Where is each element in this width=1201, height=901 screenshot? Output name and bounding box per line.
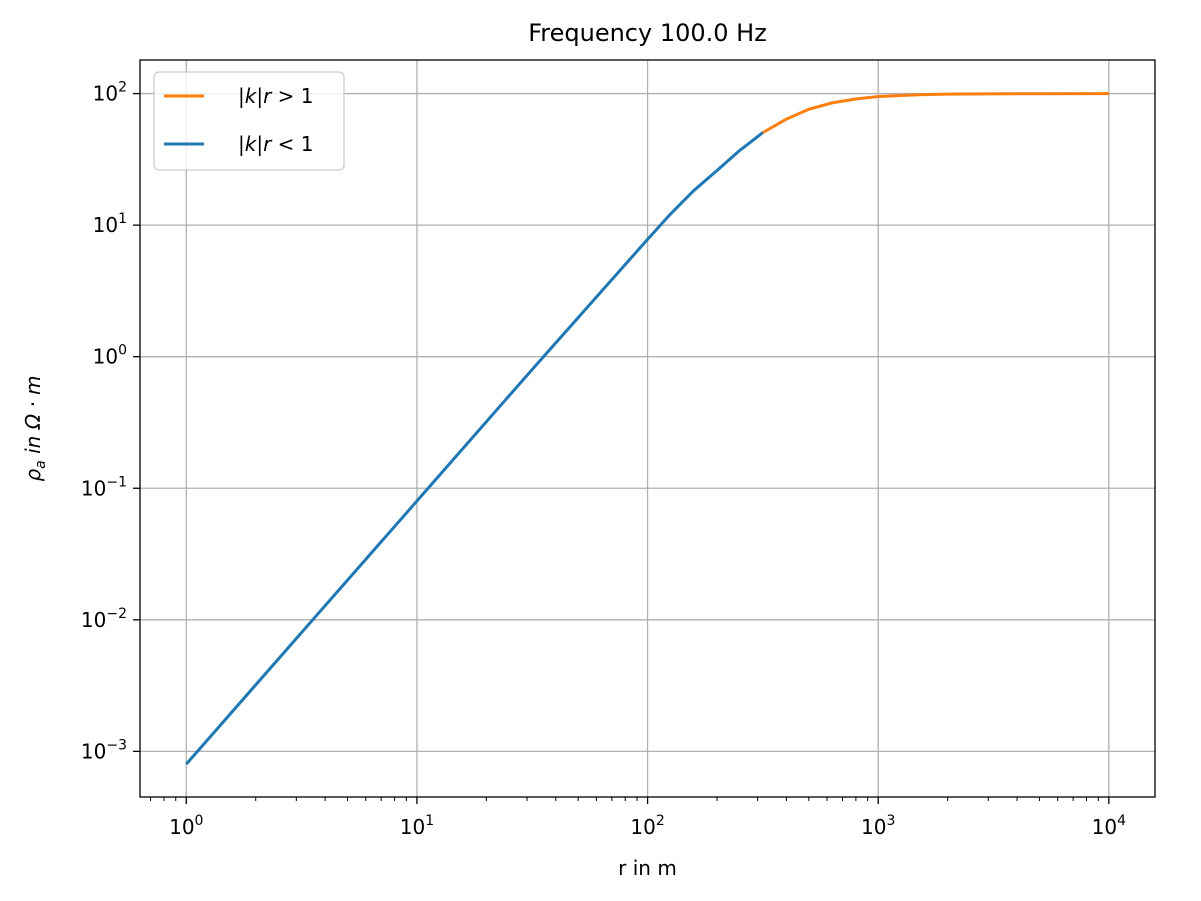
y-tick-label: 100: [93, 343, 127, 369]
series-line-lt: [185, 131, 764, 766]
y-tick-base: 10: [81, 608, 106, 632]
x-tick-exponent: 3: [886, 813, 895, 829]
x-axis-label: r in m: [618, 856, 677, 880]
legend-label-part: k: [245, 84, 258, 108]
x-tick-exponent: 4: [1117, 813, 1126, 829]
chart-title: Frequency 100.0 Hz: [528, 19, 767, 47]
x-tick-base: 10: [861, 815, 886, 839]
legend-label-part: < 1: [271, 132, 313, 156]
series-layer: [185, 92, 1109, 766]
series-line-gt: [762, 92, 1109, 134]
y-tick-exponent: 2: [118, 80, 127, 96]
y-tick-label: 10−3: [81, 737, 127, 763]
y-label-subscript: a: [33, 460, 49, 469]
x-tick-exponent: 1: [425, 813, 434, 829]
y-tick-label: 101: [93, 211, 127, 237]
y-tick-exponent: 1: [118, 211, 127, 227]
y-axis-label: ρa in Ω · m: [21, 375, 49, 481]
y-tick-exponent: −2: [106, 606, 127, 622]
legend-label-part: k: [245, 132, 258, 156]
x-tick-label: 103: [861, 813, 895, 839]
y-tick-exponent: −3: [106, 737, 127, 753]
y-tick-label: 10−2: [81, 606, 127, 632]
legend-label-part: |: [256, 84, 263, 108]
x-tick-base: 10: [1092, 815, 1117, 839]
y-tick-exponent: −1: [106, 474, 127, 490]
x-tick-exponent: 0: [195, 813, 204, 829]
y-tick-base: 10: [93, 213, 118, 237]
legend-label-lt: |k|r < 1: [238, 132, 314, 156]
legend-label-part: |: [256, 132, 263, 156]
x-tick-label: 100: [169, 813, 203, 839]
x-tick-base: 10: [400, 815, 425, 839]
x-tick-exponent: 2: [656, 813, 665, 829]
axis-ticks: [133, 92, 1110, 804]
legend-label-part: |: [238, 132, 245, 156]
y-tick-base: 10: [93, 82, 118, 106]
x-tick-label: 104: [1092, 813, 1126, 839]
x-tick-label: 102: [630, 813, 664, 839]
legend-label-part: r: [263, 84, 273, 108]
y-label-rho: ρ: [21, 469, 45, 482]
legend-label-gt: |k|r > 1: [238, 84, 314, 108]
legend-label-part: |: [238, 84, 245, 108]
y-tick-label: 102: [93, 80, 127, 106]
legend-label-part: r: [263, 132, 273, 156]
x-tick-base: 10: [169, 815, 194, 839]
legend-label-part: > 1: [271, 84, 313, 108]
x-tick-base: 10: [630, 815, 655, 839]
x-tick-label: 101: [400, 813, 434, 839]
y-tick-base: 10: [93, 345, 118, 369]
y-tick-base: 10: [81, 739, 106, 763]
y-tick-label: 10−1: [81, 474, 127, 500]
y-tick-exponent: 0: [118, 343, 127, 359]
y-label-rest: in Ω · m: [21, 375, 45, 460]
y-tick-base: 10: [81, 476, 106, 500]
legend: |k|r > 1|k|r < 1: [153, 71, 345, 171]
